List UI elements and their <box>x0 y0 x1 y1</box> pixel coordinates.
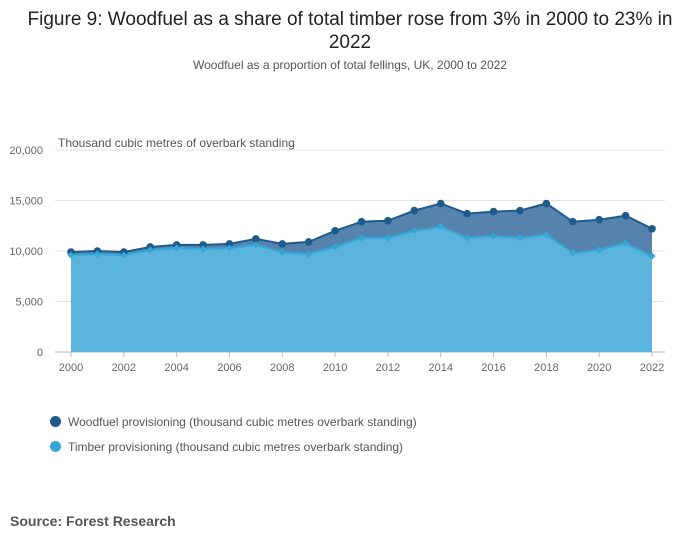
point-woodfuel <box>252 235 260 243</box>
point-woodfuel <box>278 240 287 248</box>
area-timber <box>71 226 652 352</box>
chart-subtitle: Woodfuel as a proportion of total fellin… <box>193 58 507 72</box>
point-timber <box>120 251 128 259</box>
point-woodfuel <box>410 206 419 215</box>
y-tick-label: 0 <box>37 347 43 359</box>
y-tick-label: 15,000 <box>9 196 43 208</box>
point-timber <box>93 250 102 258</box>
point-woodfuel <box>489 207 498 216</box>
legend-marker-woodfuel <box>50 416 61 427</box>
point-timber <box>542 231 550 239</box>
x-axis: 2000 2002 2004 2006 2008 2010 2012 2014 2016 2018… <box>59 352 664 374</box>
x-tick-label: 2016 <box>481 362 505 374</box>
point-woodfuel <box>648 224 656 233</box>
point-timber <box>305 250 313 258</box>
legend-label-timber: Timber provisioning (thousand cubic metr… <box>68 439 404 454</box>
y-tick-labels: 0 5,000 10,000 15,000 20,000 <box>9 145 43 359</box>
y-tick-label: 20,000 <box>9 145 43 157</box>
point-woodfuel <box>199 241 207 249</box>
x-tick-label: 2014 <box>428 362 452 374</box>
point-woodfuel <box>568 217 577 226</box>
point-timber <box>489 232 498 240</box>
point-timber <box>225 244 234 252</box>
legend-marker-timber <box>50 441 61 452</box>
chart-title: Figure 9: Woodfuel as a share of total t… <box>27 9 673 53</box>
point-timber <box>146 246 154 254</box>
point-timber <box>199 245 207 253</box>
legend-label-woodfuel: Woodfuel provisioning (thousand cubic me… <box>68 414 417 429</box>
x-tick-label: 2008 <box>270 362 294 374</box>
x-tick-label: 2018 <box>534 362 558 374</box>
point-timber <box>463 234 471 242</box>
point-timber <box>410 227 418 235</box>
y-axis-label: Thousand cubic metres of overbark standi… <box>58 136 295 150</box>
series-areas <box>71 203 652 352</box>
point-woodfuel <box>357 217 366 226</box>
point-woodfuel <box>304 238 313 246</box>
point-timber <box>173 244 181 252</box>
point-timber <box>437 223 445 231</box>
point-timber <box>252 241 260 249</box>
legend: Woodfuel provisioning (thousand cubic me… <box>50 409 417 459</box>
point-woodfuel <box>436 199 445 208</box>
x-tick-label: 2012 <box>376 362 400 374</box>
point-woodfuel <box>595 215 603 224</box>
legend-item-woodfuel[interactable]: Woodfuel provisioning (thousand cubic me… <box>50 409 417 434</box>
x-tick-label: 2010 <box>323 362 347 374</box>
point-timber <box>278 248 286 256</box>
x-tick-label: 2022 <box>640 362 664 374</box>
point-woodfuel <box>331 227 339 235</box>
x-tick-label: 2020 <box>587 362 611 374</box>
point-timber <box>595 246 603 254</box>
point-woodfuel <box>516 206 524 215</box>
point-timber <box>384 234 392 242</box>
area-chart: Thousand cubic metres of overbark standi… <box>9 136 665 374</box>
point-woodfuel <box>621 211 630 220</box>
point-timber <box>569 249 577 257</box>
point-timber <box>67 251 75 259</box>
x-tick-label: 2000 <box>59 362 83 374</box>
y-tick-label: 5,000 <box>15 297 43 309</box>
x-tick-label: 2004 <box>164 362 188 374</box>
x-tick-label: 2002 <box>112 362 136 374</box>
point-woodfuel <box>225 240 234 248</box>
point-timber <box>516 234 524 242</box>
x-tick-label: 2006 <box>217 362 241 374</box>
point-timber <box>331 243 339 251</box>
y-tick-label: 10,000 <box>9 246 43 258</box>
point-woodfuel <box>463 209 471 218</box>
point-timber <box>648 252 656 260</box>
point-timber <box>357 234 366 242</box>
legend-item-timber[interactable]: Timber provisioning (thousand cubic metr… <box>50 434 417 459</box>
point-woodfuel <box>542 199 551 208</box>
point-woodfuel <box>384 216 392 225</box>
point-timber <box>621 239 630 247</box>
source-note: Source: Forest Research <box>10 513 176 529</box>
series-markers <box>67 199 656 260</box>
